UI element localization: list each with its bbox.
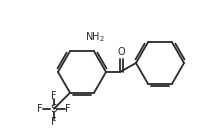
Text: F: F	[37, 104, 43, 114]
Text: F: F	[65, 104, 71, 114]
Text: O: O	[117, 47, 125, 57]
Text: F: F	[51, 117, 57, 127]
Text: NH$_2$: NH$_2$	[85, 30, 105, 44]
Text: F: F	[51, 91, 57, 101]
Text: S: S	[51, 104, 57, 114]
